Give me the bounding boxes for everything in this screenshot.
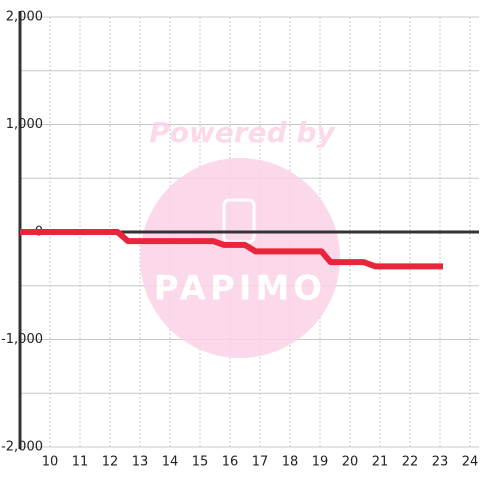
watermark-logo: PAPIMO [154,269,326,309]
x-tick-label: 16 [222,455,239,470]
y-tick-label: 2,000 [6,10,43,25]
x-tick-label: 11 [72,455,89,470]
x-tick-label: 24 [462,455,479,470]
x-tick-label: 21 [372,455,389,470]
x-tick-label: 18 [282,455,299,470]
x-tick-label: 22 [402,455,419,470]
x-tick-label: 20 [342,455,359,470]
x-tick-label: 14 [162,455,179,470]
data-line [20,229,443,270]
y-tick-label: -1,000 [1,332,43,347]
x-tick-label: 12 [102,455,119,470]
x-tick-label: 13 [132,455,149,470]
x-tick-label: 23 [432,455,449,470]
x-tick-label: 19 [312,455,329,470]
watermark: Powered by PAPIMO [140,116,340,358]
y-tick-label: 1,000 [6,117,43,132]
y-tick-label: -2,000 [1,440,43,455]
x-tick-label: 10 [42,455,59,470]
watermark-text: Powered by [149,116,336,149]
x-tick-label: 15 [192,455,209,470]
x-tick-label: 17 [252,455,269,470]
watermark-circle [140,158,340,358]
